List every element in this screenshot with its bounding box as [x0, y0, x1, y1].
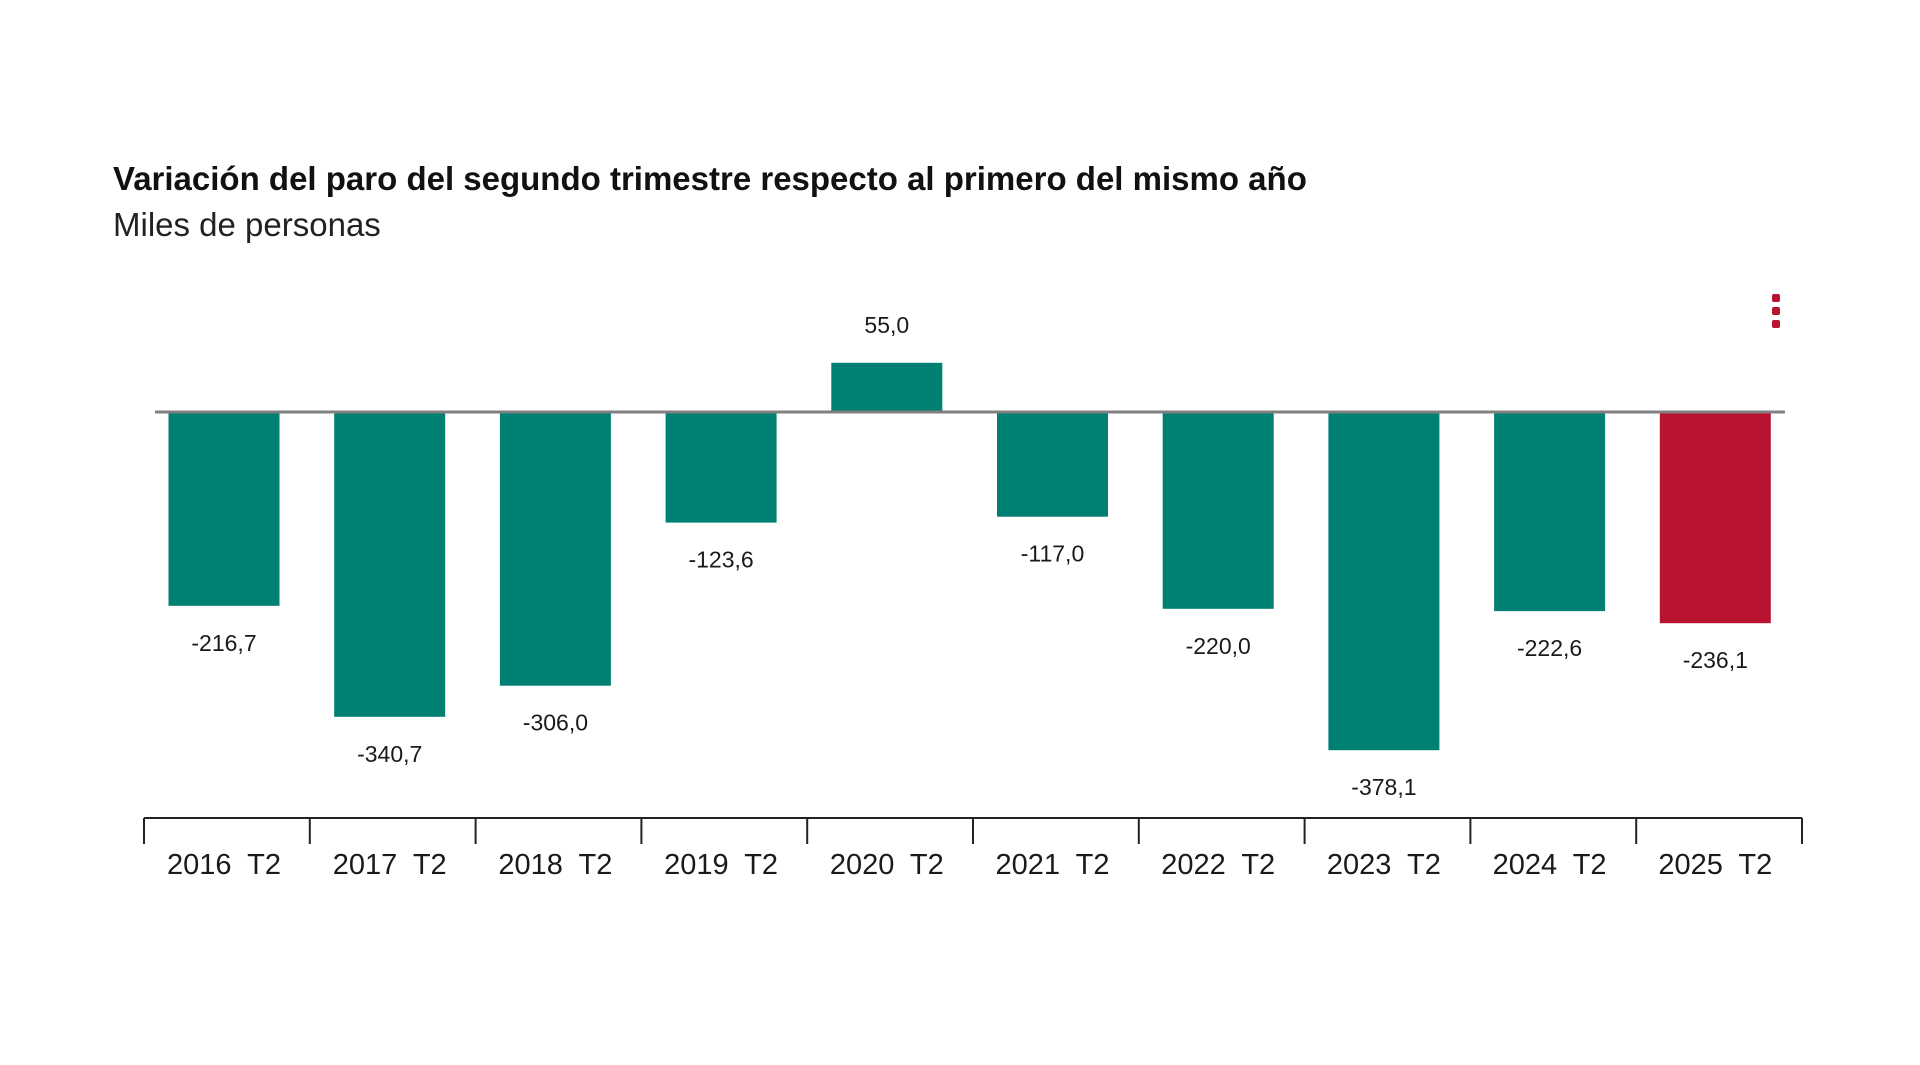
bar [1659, 412, 1771, 624]
bar [665, 412, 777, 523]
x-tick-label: 2021 T2 [996, 849, 1110, 881]
data-label: -117,0 [1021, 541, 1085, 567]
data-label: -236,1 [1683, 647, 1748, 673]
data-label: -222,6 [1517, 635, 1582, 661]
chart-title: Variación del paro del segundo trimestre… [113, 160, 1307, 197]
x-tick-label: 2023 T2 [1327, 849, 1441, 881]
data-label: -216,7 [191, 630, 256, 656]
menu-dot [1772, 294, 1780, 302]
x-tick-label: 2016 T2 [167, 849, 281, 881]
bar [1494, 412, 1606, 612]
menu-dot [1772, 320, 1780, 328]
bar [831, 362, 943, 412]
x-tick-label: 2018 T2 [498, 849, 612, 881]
x-tick-label: 2024 T2 [1493, 849, 1607, 881]
x-tick-label: 2017 T2 [333, 849, 447, 881]
bar [1162, 412, 1274, 609]
x-axis: 2016 T2 2017 T2 2018 T2 2019 T2 2020 T2 2021 … [143, 817, 1803, 881]
bars-group [168, 362, 1771, 751]
data-label: -220,0 [1186, 633, 1251, 659]
data-label: 55,0 [864, 312, 909, 338]
bar [168, 412, 280, 606]
value-labels-group: -216,7 -340,7 -306,0 -123,6 55,0 -117,0 -220,0… [191, 312, 1748, 800]
x-tick-label: 2022 T2 [1161, 849, 1275, 881]
data-label: -340,7 [357, 741, 422, 767]
menu-dot [1772, 307, 1780, 315]
data-label: -123,6 [688, 547, 753, 573]
chart-subtitle: Miles de personas [113, 206, 381, 243]
chart-menu-button[interactable] [1768, 294, 1784, 334]
bar [1328, 412, 1440, 751]
bar [997, 412, 1108, 517]
bar [499, 412, 611, 686]
bar [334, 412, 446, 717]
x-tick-label: 2019 T2 [664, 849, 778, 881]
x-tick-label: 2020 T2 [830, 849, 944, 881]
data-label: -306,0 [523, 710, 588, 736]
x-tick-label: 2025 T2 [1658, 849, 1772, 881]
data-label: -378,1 [1351, 774, 1416, 800]
